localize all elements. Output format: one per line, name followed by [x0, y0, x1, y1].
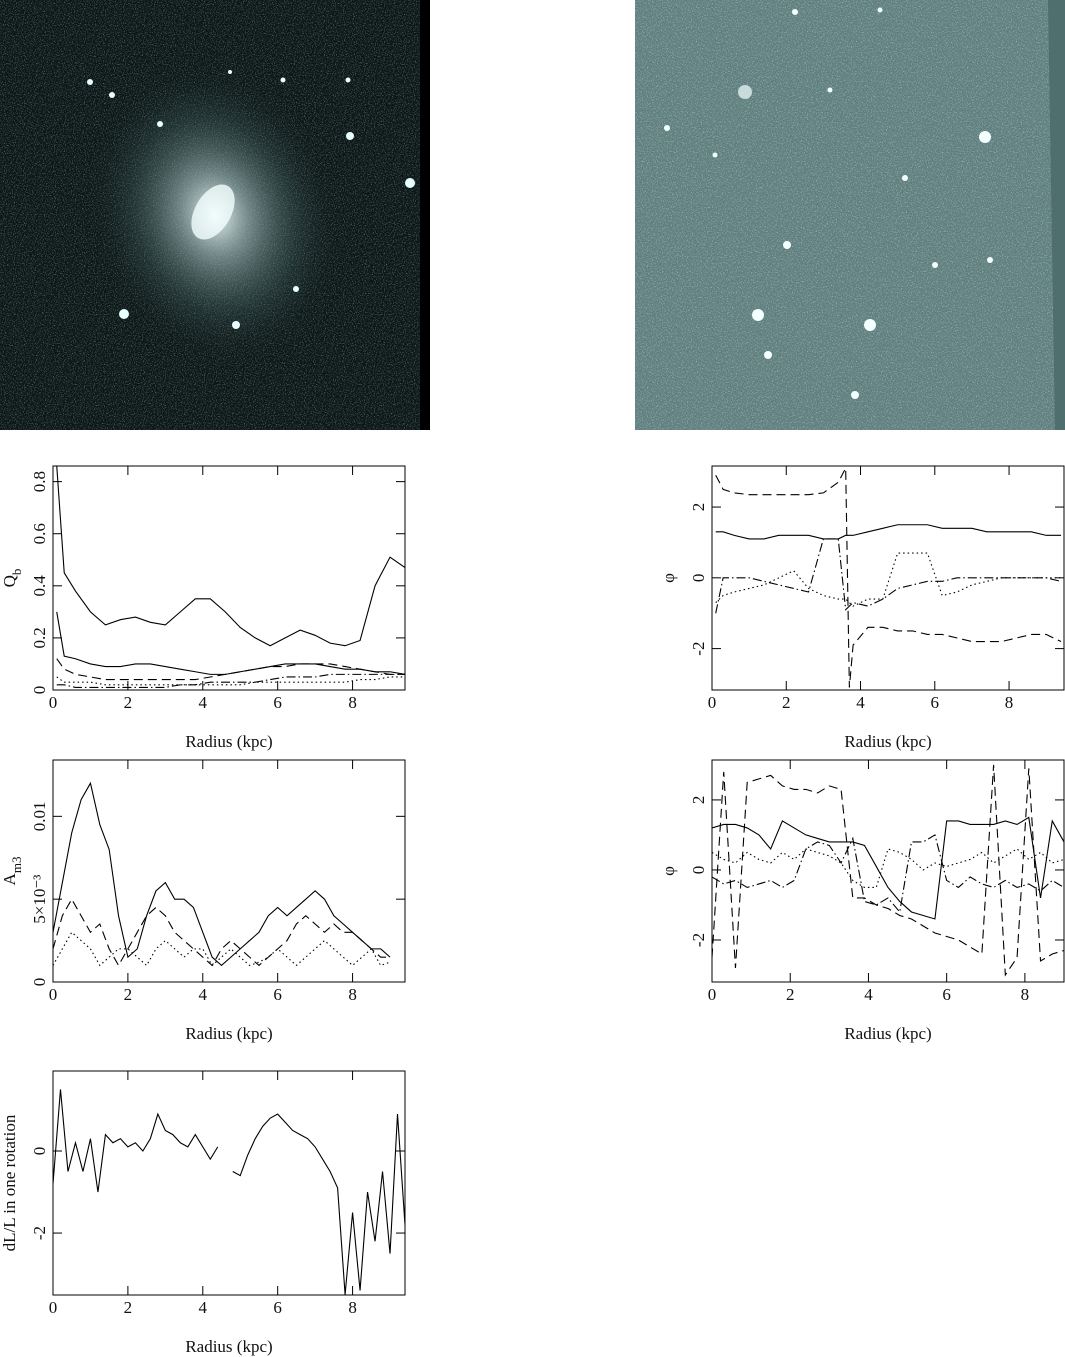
data-line — [56, 676, 405, 686]
x-tick-label: 8 — [348, 985, 357, 1004]
plot: 0 2 4 6 8 -2 0 2 Radius (kpc) φ — [659, 465, 1065, 751]
x-tick-label: 0 — [49, 1298, 58, 1317]
x-tick-label: 4 — [864, 985, 873, 1004]
plot: 0 2 4 6 8 -2 0 Radius (kpc) dL/L in one rotation — [0, 1070, 406, 1356]
x-tick-label: 4 — [199, 1298, 208, 1317]
data-line — [53, 931, 391, 967]
data-line — [712, 848, 1064, 889]
x-tick-label: 2 — [124, 693, 133, 712]
y-axis-label-main: φ — [659, 573, 678, 583]
y-axis-label: φ — [659, 573, 678, 583]
data-line — [712, 764, 1064, 977]
x-tick-label: 6 — [273, 1298, 282, 1317]
x-tick-label: 2 — [124, 985, 133, 1004]
x-tick-label: 4 — [199, 985, 208, 1004]
data-line — [53, 781, 391, 967]
x-axis-label: Radius (kpc) — [185, 732, 272, 751]
data-line — [715, 467, 1062, 688]
x-tick-label: 6 — [931, 693, 940, 712]
data-line — [56, 673, 405, 688]
data-line — [715, 524, 1062, 540]
data-line — [712, 834, 1064, 914]
x-tick-label: 8 — [348, 1298, 357, 1317]
x-tick-label: 6 — [273, 693, 282, 712]
plot: 0 2 4 6 8 0 5×10⁻³ 0.01 Radius (kpc) Am3 — [0, 759, 406, 1043]
y-tick-label: 0 — [30, 978, 49, 987]
y-axis-label-main: dL/L in one rotation — [0, 1114, 19, 1251]
x-tick-label: 2 — [786, 985, 795, 1004]
plot: 0 2 4 6 8 -2 0 2 Radius (kpc) φ — [659, 759, 1065, 1043]
x-tick-label: 8 — [1021, 985, 1030, 1004]
y-tick-label: 0.01 — [30, 801, 49, 831]
plot-frame — [52, 1070, 406, 1296]
y-tick-label: -2 — [30, 1226, 49, 1240]
x-axis-label: Radius (kpc) — [185, 1337, 272, 1356]
galaxy-image — [0, 0, 430, 430]
y-axis-label-sub: m3 — [9, 857, 24, 874]
y-tick-label: -2 — [689, 933, 708, 947]
plot-frame — [52, 759, 406, 983]
residual-image — [635, 0, 1065, 430]
data-line — [715, 538, 1062, 614]
y-tick-label: 0 — [689, 574, 708, 583]
y-tick-label: 0 — [30, 1147, 49, 1156]
x-axis-label: Radius (kpc) — [844, 1024, 931, 1043]
y-axis-label: Qb — [0, 569, 24, 588]
x-tick-label: 0 — [49, 985, 58, 1004]
y-tick-label: 0.6 — [30, 523, 49, 544]
y-axis-label-main: Q — [0, 575, 19, 587]
y-tick-label: 2 — [689, 503, 708, 512]
data-line — [53, 898, 391, 967]
x-tick-label: 0 — [708, 985, 717, 1004]
x-tick-label: 2 — [782, 693, 791, 712]
x-tick-label: 6 — [942, 985, 951, 1004]
data-line — [53, 1089, 405, 1295]
x-tick-label: 8 — [1005, 693, 1014, 712]
y-axis-label-main: A — [0, 872, 19, 885]
x-tick-label: 0 — [49, 693, 58, 712]
data-line — [56, 658, 405, 681]
y-tick-label: -2 — [689, 642, 708, 656]
x-tick-label: 2 — [124, 1298, 133, 1317]
x-tick-label: 8 — [348, 693, 357, 712]
y-axis-label-main: φ — [659, 866, 678, 876]
y-axis-label: φ — [659, 866, 678, 876]
y-axis-label-sub: b — [9, 569, 24, 576]
plot-frame — [711, 759, 1065, 983]
y-tick-label: 0 — [30, 686, 49, 695]
x-axis-label: Radius (kpc) — [844, 732, 931, 751]
y-tick-label: 2 — [689, 796, 708, 805]
y-tick-label: 0.4 — [30, 575, 49, 597]
x-axis-label: Radius (kpc) — [185, 1024, 272, 1043]
data-line — [56, 466, 405, 647]
data-line — [715, 552, 1062, 607]
plot-frame — [711, 465, 1065, 691]
y-tick-label: 0.2 — [30, 627, 49, 648]
y-tick-label: 0.8 — [30, 471, 49, 492]
data-line — [712, 816, 1064, 920]
x-tick-label: 6 — [273, 985, 282, 1004]
x-tick-label: 0 — [708, 693, 717, 712]
plot: 0 2 4 6 8 0 0.2 0.4 0.6 0.8 Radius (kpc) Qb — [0, 465, 406, 751]
y-tick-label: 5×10⁻³ — [30, 875, 49, 924]
x-tick-label: 4 — [856, 693, 865, 712]
y-tick-label: 0 — [689, 866, 708, 875]
plot-frame — [52, 465, 406, 691]
x-tick-label: 4 — [199, 693, 208, 712]
y-axis-label: Am3 — [0, 857, 24, 886]
y-axis-label: dL/L in one rotation — [0, 1114, 19, 1251]
